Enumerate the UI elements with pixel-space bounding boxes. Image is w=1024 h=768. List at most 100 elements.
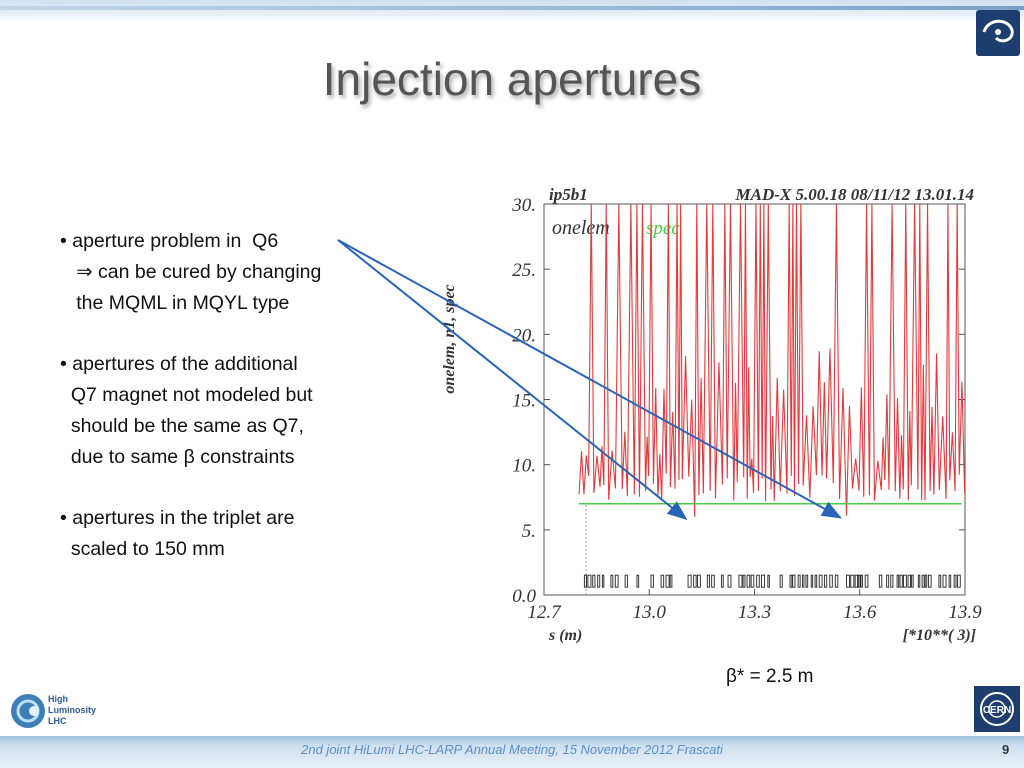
element-marker [845, 574, 850, 588]
element-marker [953, 574, 957, 588]
cern-logo-text: CERN [983, 705, 1011, 716]
element-marker [942, 574, 947, 588]
y-tick-label: 15. [512, 391, 536, 412]
y-axis-label: onelem, n1, spec [441, 284, 458, 393]
y-tick-label: 20. [512, 325, 536, 346]
element-marker [810, 574, 814, 588]
n1-series-line [578, 203, 966, 517]
arrow-to-minimum [337, 239, 842, 519]
swirl-logo-icon [982, 19, 1014, 43]
element-marker [878, 574, 883, 588]
element-marker [636, 574, 640, 588]
x-tick-label: 13.3 [738, 602, 771, 623]
element-marker [896, 574, 900, 588]
x-tick-label: 12.7 [527, 602, 562, 623]
hilumi-logo-icon [11, 694, 45, 728]
footer-bar [0, 736, 1024, 768]
y-tick-label: 5. [522, 521, 536, 542]
arrow-to-minimum [337, 239, 688, 521]
element-marker [687, 574, 692, 588]
element-marker [801, 574, 805, 588]
element-marker [746, 574, 751, 588]
element-marker [779, 574, 783, 588]
element-marker [886, 574, 890, 588]
element-marker [750, 574, 755, 588]
element-marker [890, 574, 894, 588]
element-marker [857, 574, 861, 588]
element-marker [818, 574, 823, 588]
element-marker [601, 574, 605, 588]
element-marker [767, 574, 770, 588]
y-tick-label: 30. [511, 195, 536, 216]
y-tick-label: 10. [512, 456, 536, 477]
bullet-line: should be the same as Q7, [60, 415, 304, 437]
bullet-line: • apertures of the additional [60, 353, 298, 375]
element-marker [587, 574, 592, 588]
hilumi-line: Luminosity [48, 705, 97, 715]
bullet-list: • aperture problem in Q6 ⇒ can be cured … [60, 226, 390, 565]
hilumi-line: LHC [48, 716, 67, 726]
element-marker [834, 574, 839, 588]
hilumi-logo: High Luminosity LHC [8, 690, 118, 732]
element-marker [650, 574, 654, 588]
element-marker [727, 574, 732, 588]
beta-star-label: β* = 2.5 m [726, 666, 814, 687]
element-marker [761, 574, 766, 588]
element-marker [756, 574, 760, 588]
element-marker [814, 574, 818, 588]
element-marker [789, 574, 793, 588]
top-accent-line [0, 6, 1024, 10]
element-marker [693, 574, 697, 588]
element-marker [924, 574, 928, 588]
element-marker [917, 574, 921, 588]
bullet-line: the MQML in MQYL type [60, 292, 290, 314]
x-tick-label: 13.9 [948, 602, 982, 623]
hilumi-line: High [48, 694, 68, 704]
element-marker [610, 574, 614, 588]
logo-top-right [976, 10, 1020, 56]
chart-header-right: MAD-X 5.00.18 08/11/12 13.01.14 [735, 185, 975, 204]
bullet-line: • apertures in the triplet are [60, 507, 295, 529]
element-marker [720, 574, 724, 588]
element-marker [907, 574, 911, 588]
element-marker [921, 574, 925, 588]
element-marker [850, 574, 855, 588]
element-marker [665, 574, 670, 588]
x-axis-label: s (m) [548, 627, 582, 644]
aperture-chart: ip5b1 MAD-X 5.00.18 08/11/12 13.01.14 on… [337, 185, 982, 644]
legend-onelem: onelem [552, 217, 610, 239]
element-marker [583, 574, 587, 588]
x-tick-label: 13.0 [633, 602, 667, 623]
element-marker [792, 574, 796, 588]
legend-spec: spec [646, 218, 680, 239]
element-marker [860, 574, 863, 588]
element-marker [706, 574, 710, 588]
top-band [0, 0, 1024, 22]
element-marker [669, 574, 673, 588]
page-number: 9 [1002, 742, 1010, 757]
element-marker [957, 574, 961, 588]
x-tick-label: 13.6 [843, 602, 877, 623]
element-marker [614, 574, 619, 588]
element-marker [805, 574, 809, 588]
cern-logo: CERN [974, 686, 1020, 732]
element-marker [697, 574, 701, 588]
element-marker [624, 574, 628, 588]
x-multiplier-label: [*10**( 3)] [903, 627, 976, 644]
element-marker [738, 574, 743, 588]
footer-text: 2nd joint HiLumi LHC-LARP Annual Meeting… [301, 742, 723, 757]
bullet-line: • aperture problem in Q6 [60, 230, 279, 252]
chart-header-left: ip5b1 [549, 185, 588, 204]
element-marker [911, 574, 914, 588]
element-marker [797, 574, 801, 588]
y-tick-label: 0.0 [512, 586, 536, 607]
cern-logo-icon: CERN [980, 692, 1014, 726]
slide-title: Injection apertures [322, 53, 702, 105]
element-marker [899, 574, 903, 588]
element-marker [948, 574, 952, 588]
element-marker [660, 574, 665, 588]
element-marker [864, 574, 869, 588]
bullet-line: due to same β constraints [60, 446, 295, 468]
element-marker [854, 574, 859, 588]
element-marker [711, 574, 715, 588]
